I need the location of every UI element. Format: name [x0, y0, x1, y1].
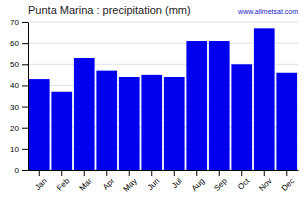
x-axis-line — [29, 170, 299, 171]
y-tick-label: 50 — [10, 60, 19, 69]
x-tick-mark — [61, 170, 62, 176]
x-tick: Dec — [280, 170, 296, 193]
chart-svg: 0 10 20 30 40 50 60 70 Jan Feb Mar Apr May Jun Jul Aug S… — [0, 0, 306, 200]
y-tick-label: 20 — [10, 124, 19, 133]
y-tick: 10 — [10, 145, 28, 154]
y-tick-mark — [22, 64, 28, 65]
x-tick: Aug — [190, 170, 206, 193]
y-tick: 60 — [10, 39, 28, 48]
bar — [119, 77, 140, 170]
bar — [186, 41, 207, 170]
x-tick: Jul — [170, 170, 184, 190]
y-tick-mark — [22, 170, 28, 171]
y-tick-label: 10 — [10, 145, 19, 154]
x-tick-mark — [106, 170, 107, 176]
x-tick-label: Sep — [212, 176, 229, 193]
x-tick-label: Mar — [78, 176, 94, 192]
bar — [276, 73, 297, 170]
x-tick: Jan — [33, 170, 48, 192]
bar — [29, 79, 50, 170]
x-tick: Sep — [212, 170, 229, 193]
bar — [254, 28, 275, 170]
x-tick-mark — [219, 170, 220, 176]
grid — [28, 22, 298, 170]
x-tick: Oct — [236, 170, 252, 192]
y-tick-mark — [22, 85, 28, 86]
y-tick-label: 60 — [10, 39, 19, 48]
x-tick-mark — [174, 170, 175, 176]
x-tick-mark — [264, 170, 265, 176]
x-tick-mark — [196, 170, 197, 176]
chart-container: 0 10 20 30 40 50 60 70 Jan Feb Mar Apr May Jun Jul Aug S… — [0, 0, 306, 200]
bar — [51, 92, 72, 170]
y-tick-label: 0 — [15, 166, 20, 175]
x-tick-label: Apr — [101, 176, 116, 191]
y-tick: 50 — [10, 60, 28, 69]
y-tick: 20 — [10, 124, 28, 133]
x-tick: May — [122, 170, 139, 194]
x-tick-mark — [84, 170, 85, 176]
x-tick: Apr — [101, 170, 116, 192]
x-tick-mark — [241, 170, 242, 176]
x-tick: Jun — [146, 170, 161, 192]
title: Punta Marina : precipitation (mm) — [28, 4, 191, 16]
y-tick: 70 — [10, 18, 28, 27]
x-tick-label: Jun — [146, 177, 161, 192]
y-tick-mark — [22, 22, 28, 23]
watermark: www.allmetsat.com — [237, 8, 298, 15]
y-axis: 0 10 20 30 40 50 60 70 — [10, 18, 28, 175]
bar — [141, 75, 162, 170]
plot-area: 0 10 20 30 40 50 60 70 Jan Feb Mar Apr May Jun Jul Aug S… — [10, 18, 298, 194]
bar — [209, 41, 230, 170]
y-tick: 30 — [10, 103, 28, 112]
x-tick-label: Nov — [257, 177, 273, 193]
y-tick-mark — [22, 107, 28, 108]
y-tick: 40 — [10, 81, 28, 90]
y-tick-label: 30 — [10, 103, 19, 112]
bar — [96, 71, 117, 170]
x-tick-mark — [151, 170, 152, 176]
x-tick-label: Jul — [170, 176, 184, 190]
x-tick-label: Dec — [280, 177, 296, 193]
y-axis-line — [28, 23, 29, 171]
y-tick: 0 — [15, 166, 28, 175]
y-tick-mark — [22, 43, 28, 44]
y-tick-mark — [22, 128, 28, 129]
x-tick-label: Feb — [55, 176, 72, 193]
bar — [164, 77, 185, 170]
y-tick-mark — [22, 149, 28, 150]
grid-line — [28, 22, 298, 23]
y-tick-label: 40 — [10, 81, 19, 90]
y-tick-label: 70 — [10, 18, 19, 27]
bar — [74, 58, 95, 170]
x-tick: Mar — [78, 170, 94, 193]
x-axis: Jan Feb Mar Apr May Jun Jul Aug Sep Oct Nov Dec — [29, 170, 299, 194]
x-tick-label: Oct — [236, 176, 252, 192]
x-tick-label: Jan — [33, 177, 48, 192]
x-tick-label: Aug — [190, 177, 206, 193]
x-tick-mark — [129, 170, 130, 176]
x-tick: Feb — [55, 170, 72, 193]
bars — [29, 28, 297, 170]
x-tick: Nov — [257, 170, 273, 193]
x-tick-mark — [39, 170, 40, 176]
x-tick-mark — [286, 170, 287, 176]
bar — [231, 64, 252, 170]
x-tick-label: May — [122, 177, 139, 194]
